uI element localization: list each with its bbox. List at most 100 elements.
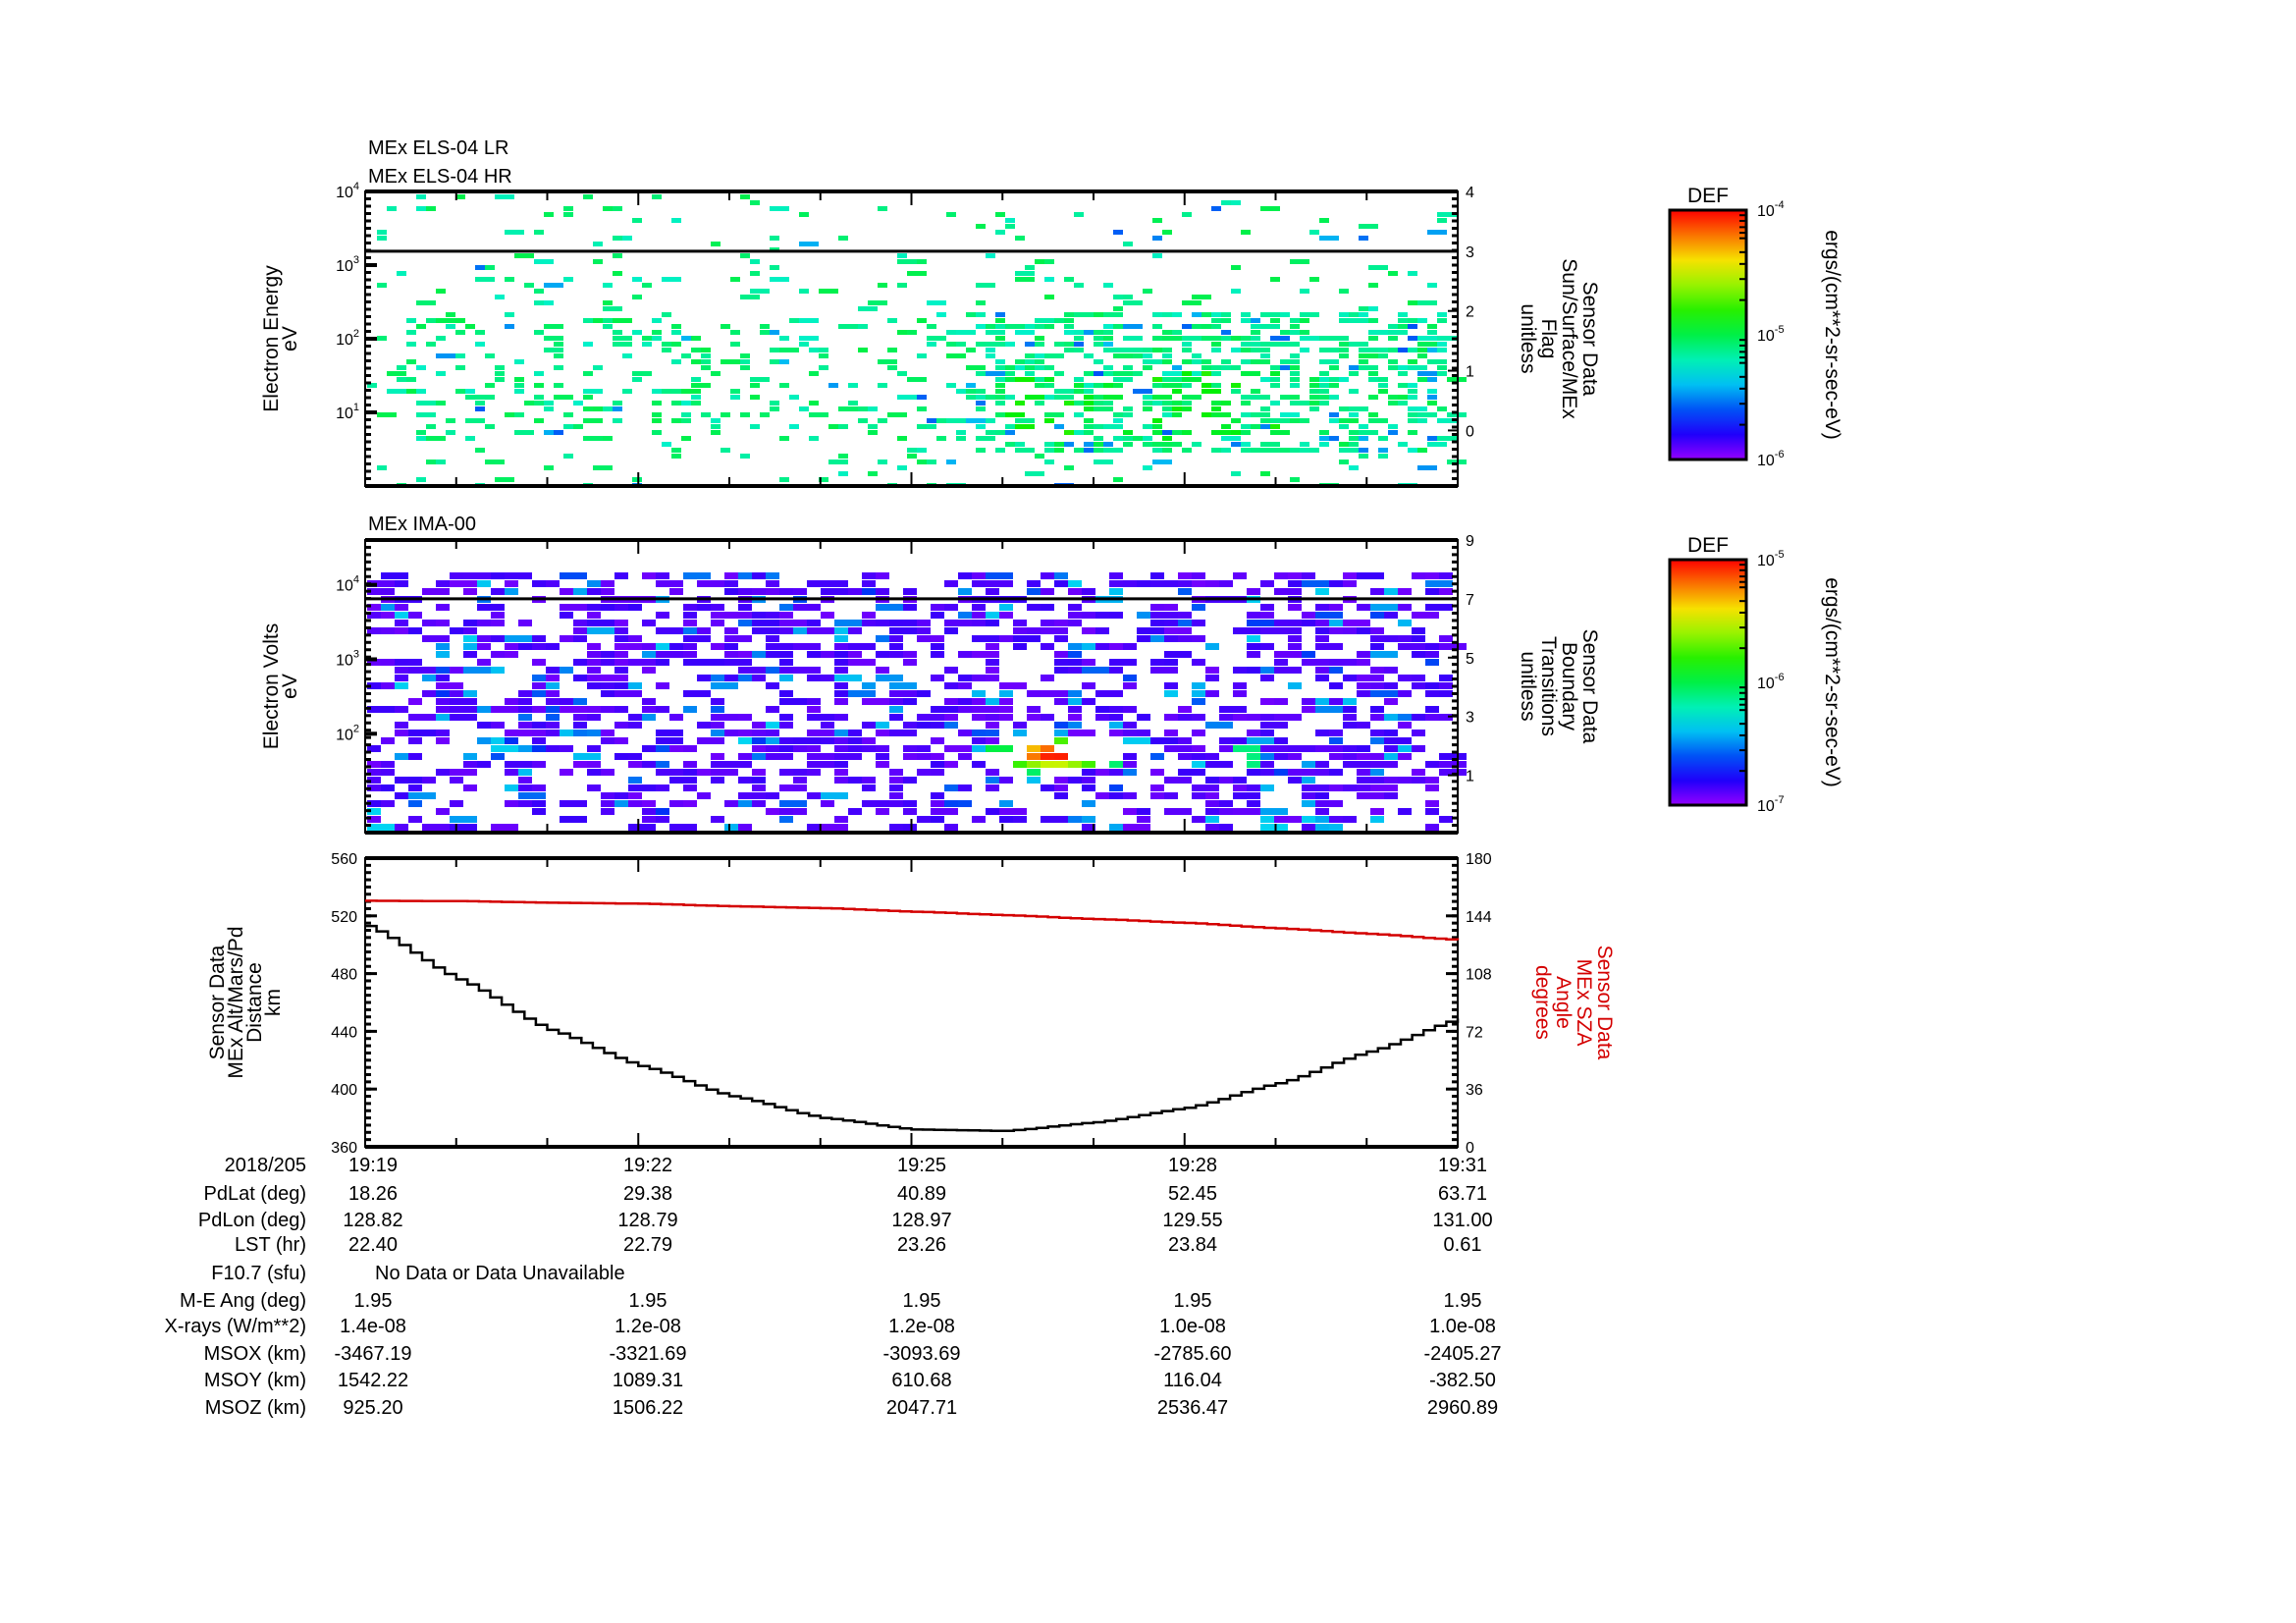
spectrogram-cell xyxy=(662,442,671,447)
spectrogram-cell xyxy=(799,342,809,347)
spectrogram-cell xyxy=(1182,401,1192,406)
spectrogram-cell xyxy=(546,730,560,736)
colorbar-tick-label: 10-5 xyxy=(1757,549,1785,569)
spectrogram-cell xyxy=(1357,659,1370,666)
spectrogram-cell xyxy=(505,635,532,642)
spectrogram-cell xyxy=(495,371,505,376)
spectrogram-cell xyxy=(724,800,738,807)
spectrogram-cell xyxy=(1041,675,1054,681)
panel-title: MEx ELS-04 LR xyxy=(368,137,508,159)
spectrogram-cell xyxy=(1439,643,1467,650)
tick-exponent: -6 xyxy=(1775,672,1785,683)
spectrogram-cell xyxy=(976,342,986,347)
spectrogram-cell xyxy=(1315,706,1343,713)
spectrogram-cell xyxy=(1109,784,1123,791)
spectrogram-cell xyxy=(862,777,876,784)
spectrogram-cell xyxy=(779,784,793,791)
spectrogram-cell xyxy=(986,698,999,705)
table-cell: -3321.69 xyxy=(610,1343,687,1365)
spectrogram-cell xyxy=(1044,365,1054,370)
spectrogram-cell xyxy=(724,643,738,650)
spectrogram-cell xyxy=(436,580,450,587)
spectrogram-cell xyxy=(1150,604,1164,611)
spectrogram-cell xyxy=(1260,730,1274,736)
table-cell: 925.20 xyxy=(343,1397,402,1419)
spectrogram-cell xyxy=(999,612,1013,619)
spectrogram-cell xyxy=(1398,808,1412,815)
spectrogram-cell xyxy=(1290,259,1309,264)
spectrogram-cell xyxy=(1247,620,1274,626)
spectrogram-cell xyxy=(1082,777,1095,784)
spectrogram-cell xyxy=(681,353,691,358)
spectrogram-cell xyxy=(752,620,779,626)
y2-tick-label: 180 xyxy=(1466,851,1492,868)
table-cell: 63.71 xyxy=(1438,1183,1487,1205)
spectrogram-cell xyxy=(475,277,495,282)
spectrogram-cell xyxy=(1309,448,1319,453)
spectrogram-cell xyxy=(738,800,752,807)
spectrogram-cell xyxy=(1270,448,1280,453)
spectrogram-cell xyxy=(793,777,807,784)
spectrogram-cell xyxy=(1408,448,1417,453)
spectrogram-cell xyxy=(1425,824,1439,831)
spectrogram-cell xyxy=(766,737,779,744)
spectrogram-cell xyxy=(495,194,514,199)
spectrogram-cell xyxy=(711,682,738,689)
spectrogram-cell xyxy=(958,730,972,736)
tick-base: 10 xyxy=(1757,203,1775,220)
spectrogram-cell xyxy=(1437,365,1447,370)
spectrogram-cell xyxy=(1192,745,1205,752)
spectrogram-cell xyxy=(614,690,642,697)
spectrogram-cell xyxy=(976,389,986,394)
table-cell: 2960.89 xyxy=(1427,1397,1498,1419)
table-cell: 610.68 xyxy=(891,1370,951,1391)
spectrogram-cell xyxy=(1054,580,1068,587)
spectrogram-cell xyxy=(1343,714,1357,721)
spectrogram-cell xyxy=(1378,436,1388,441)
spectrogram-cell xyxy=(628,792,642,799)
spectrogram-cell xyxy=(628,722,642,729)
tick-exponent: 2 xyxy=(353,328,359,340)
spectrogram-cell xyxy=(669,745,683,752)
spectrogram-cell xyxy=(1113,412,1123,417)
spectrogram-cell xyxy=(395,580,408,587)
colorbar-title: DEF xyxy=(1687,534,1729,557)
spectrogram-cell xyxy=(1035,365,1044,370)
spectrogram-cell xyxy=(1027,769,1041,776)
spectrogram-cell xyxy=(593,365,603,370)
spectrogram-cell xyxy=(652,412,662,417)
spectrogram-cell xyxy=(681,436,691,441)
spectrogram-cell xyxy=(917,714,944,721)
spectrogram-cell xyxy=(367,808,381,815)
spectrogram-cell xyxy=(652,389,662,394)
spectrogram-cell xyxy=(1123,300,1143,305)
spectrogram-cell xyxy=(1182,324,1192,329)
spectrogram-cell xyxy=(1143,348,1152,352)
y-axis-label: MEx Alt/Mars/Pd xyxy=(225,926,247,1078)
spectrogram-cell xyxy=(724,635,738,642)
spectrogram-cell xyxy=(1370,808,1384,815)
spectrogram-cell xyxy=(1412,651,1425,658)
spectrogram-cell xyxy=(1290,418,1300,423)
spectrogram-cell xyxy=(711,418,721,423)
spectrogram-cell xyxy=(554,395,573,400)
table-cell: -3467.19 xyxy=(335,1343,412,1365)
spectrogram-cell xyxy=(1109,706,1123,713)
spectrogram-cell xyxy=(946,460,956,464)
spectrogram-cell xyxy=(1064,277,1074,282)
spectrogram-cell xyxy=(1103,324,1113,329)
spectrogram-cell xyxy=(1343,745,1357,752)
spectrogram-cell xyxy=(671,359,681,364)
spectrogram-cell xyxy=(554,383,563,388)
spectrogram-cell xyxy=(958,572,972,579)
table-cell: 23.84 xyxy=(1168,1234,1217,1256)
spectrogram-cell xyxy=(1162,371,1182,376)
spectrogram-cell xyxy=(491,667,505,674)
spectrogram-cell xyxy=(560,706,587,713)
spectrogram-cell xyxy=(573,816,587,823)
spectrogram-cell xyxy=(1082,784,1095,791)
spectrogram-cell xyxy=(1041,714,1054,721)
spectrogram-cell xyxy=(995,395,1005,400)
spectrogram-cell xyxy=(1241,442,1251,447)
spectrogram-cell xyxy=(587,769,601,776)
